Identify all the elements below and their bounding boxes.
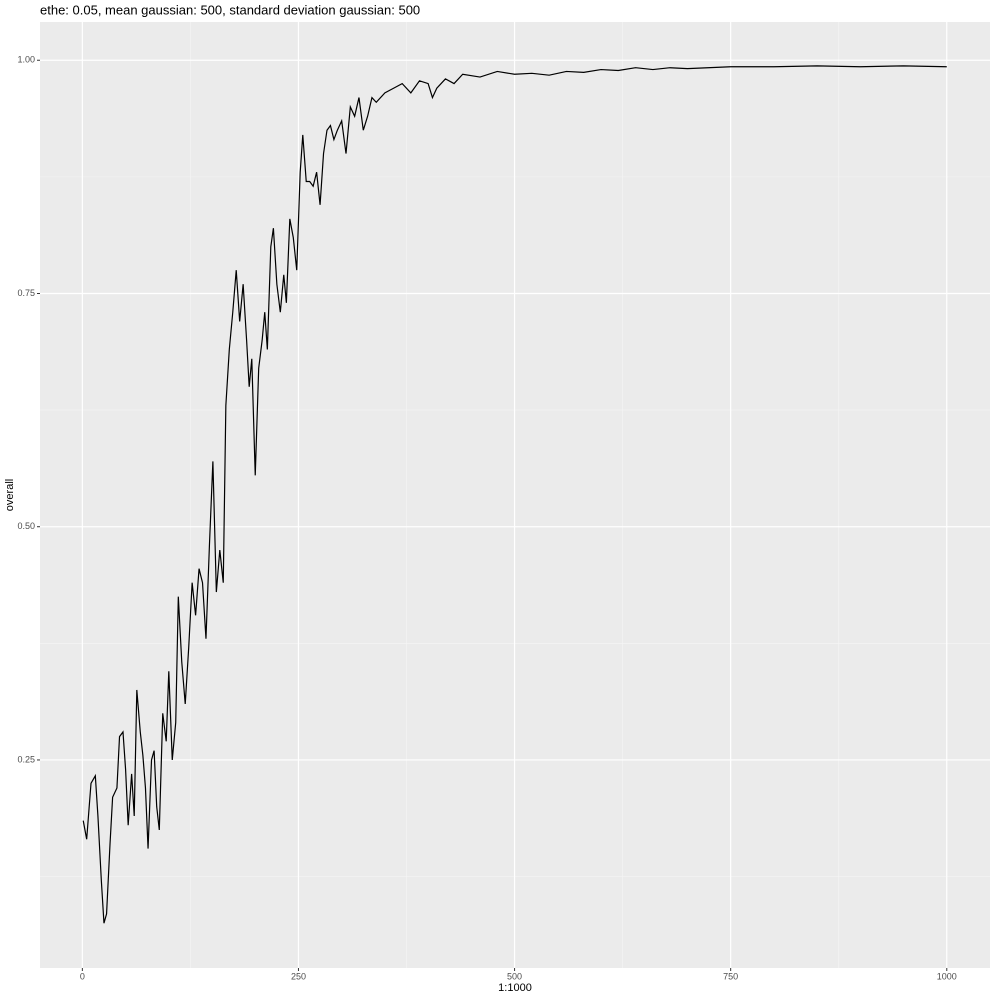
y-axis-label: overall	[4, 479, 16, 511]
y-tick-label: 0.75	[17, 288, 35, 298]
x-tick-label: 1000	[937, 971, 957, 981]
x-tick-label: 500	[507, 971, 522, 981]
chart-title: ethe: 0.05, mean gaussian: 500, standard…	[40, 2, 420, 17]
x-tick-label: 0	[80, 971, 85, 981]
y-tick-label: 0.25	[17, 754, 35, 764]
x-axis-label: 1:1000	[498, 982, 532, 994]
y-tick-label: 1.00	[17, 55, 35, 65]
x-tick-label: 250	[291, 971, 306, 981]
data-line	[82, 65, 947, 924]
y-tick-label: 0.50	[17, 521, 35, 531]
x-tick-label: 750	[723, 971, 738, 981]
